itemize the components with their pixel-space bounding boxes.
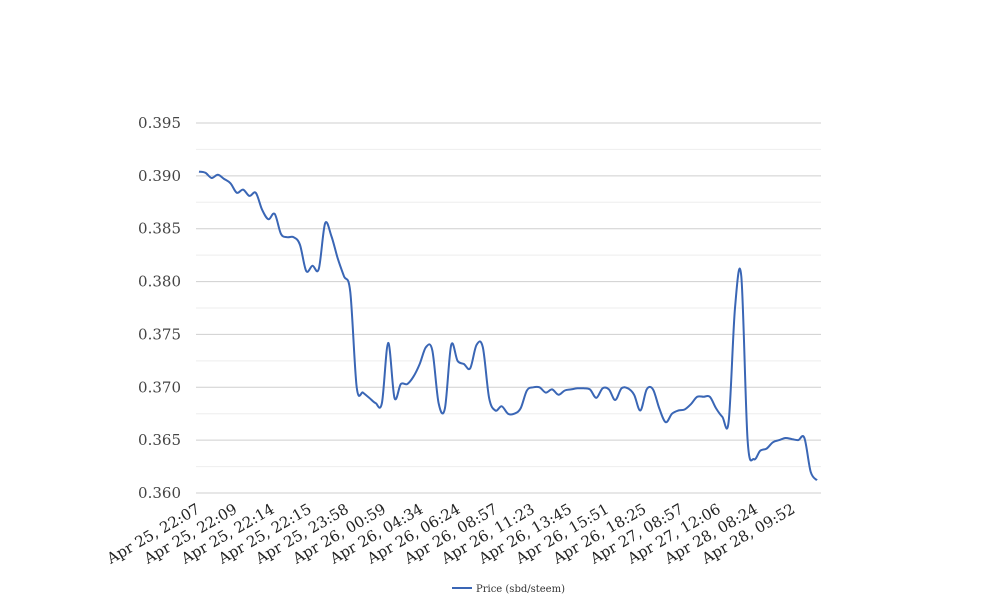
y-tick-label: 0.365 [138, 431, 181, 449]
y-tick-label: 0.395 [138, 114, 181, 132]
y-tick-label: 0.375 [138, 325, 181, 343]
legend: Price (sbd/steem) [452, 584, 565, 595]
y-tick-label: 0.390 [138, 167, 181, 185]
y-axis-tick-labels: 0.360 0.365 0.370 0.375 0.380 0.385 0.390 0.395 [138, 114, 181, 502]
legend-label: Price (sbd/steem) [476, 584, 565, 595]
series-layer [198, 170, 818, 482]
y-tick-label: 0.360 [138, 484, 181, 502]
grid-lines [196, 122, 821, 494]
y-tick-label: 0.380 [138, 273, 181, 291]
y-tick-label: 0.370 [138, 378, 181, 396]
y-tick-label: 0.385 [138, 220, 181, 238]
series-line [198, 170, 818, 482]
